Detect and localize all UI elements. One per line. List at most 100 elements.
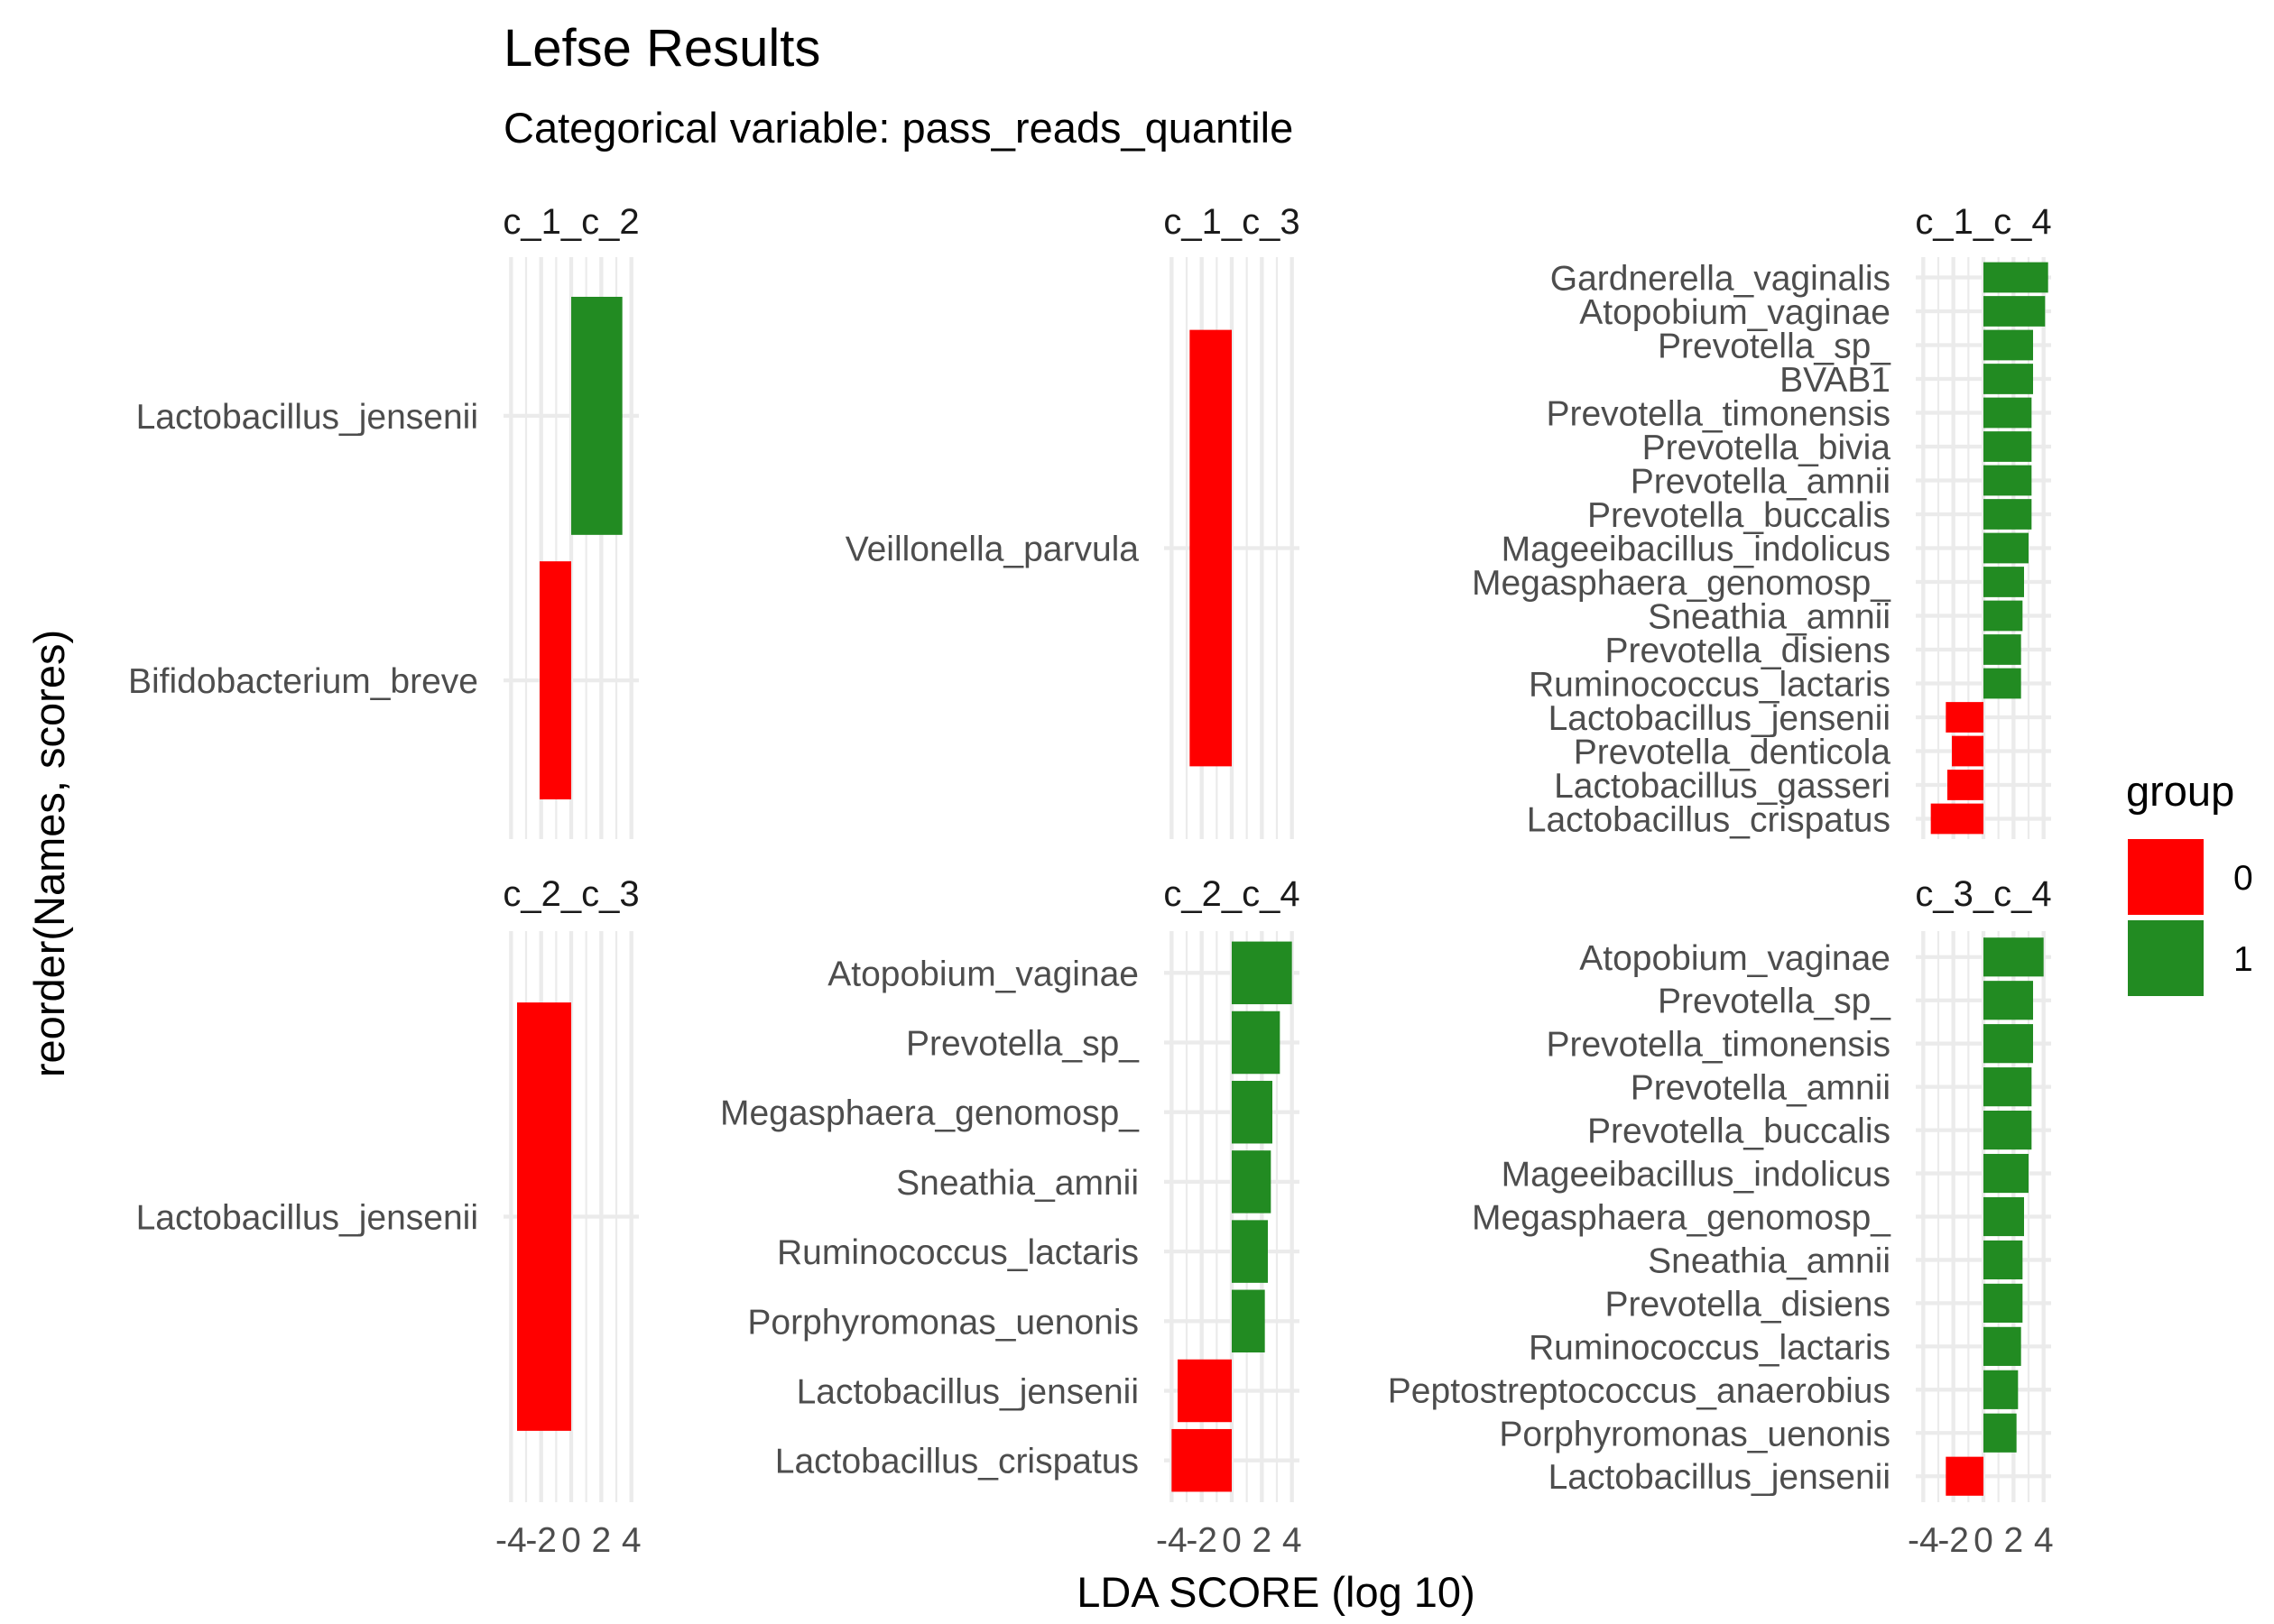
facet-panel: c_3_c_4 Atopobium_vaginae Prevotella_sp_ Pr… xyxy=(1388,874,2054,1560)
bar-prevotella-buccalis xyxy=(1983,499,2032,530)
y-tick-label: Prevotella_bivia xyxy=(1642,429,1891,467)
bar-prevotella-amnii xyxy=(1983,1067,2032,1107)
y-tick-label: Lactobacillus_jensenii xyxy=(797,1372,1139,1411)
legend: group 0 1 xyxy=(2126,767,2253,996)
y-tick-label: Prevotella_buccalis xyxy=(1587,496,1890,535)
x-tick-label: 0 xyxy=(1974,1521,1993,1560)
y-tick-label: Lactobacillus_crispatus xyxy=(1527,801,1890,840)
bar-lactobacillus-jensenii xyxy=(1178,1359,1232,1423)
legend-key xyxy=(2128,839,2204,915)
bar-prevotella-amnii xyxy=(1983,465,2032,496)
y-tick-label: Sneathia_amnii xyxy=(896,1164,1139,1203)
y-tick-label: Lactobacillus_jensenii xyxy=(136,398,478,437)
facet-strip-label: c_1_c_3 xyxy=(1163,202,1299,242)
x-tick-label: 0 xyxy=(561,1521,581,1560)
legend-label: 1 xyxy=(2233,940,2253,979)
x-tick-label: -2 xyxy=(525,1521,557,1560)
chart-subtitle: Categorical variable: pass_reads_quantil… xyxy=(504,104,1293,152)
y-tick-label: Porphyromonas_uenonis xyxy=(1499,1415,1890,1453)
facet-strip-label: c_2_c_3 xyxy=(503,874,639,914)
facet-panel: c_1_c_4 Gardnerella_vaginalisAtopobium_va… xyxy=(1472,202,2051,840)
bar-prevotella-timonensis xyxy=(1983,397,2032,429)
bar-lactobacillus-crispatus xyxy=(1171,1428,1232,1492)
bar-lactobacillus-gasseri xyxy=(1947,770,1983,800)
y-tick-label: Prevotella_amnii xyxy=(1631,463,1890,502)
x-tick-label: -4 xyxy=(1156,1521,1188,1560)
bar-atopobium-vaginae xyxy=(1983,296,2046,327)
bar-atopobium-vaginae xyxy=(1232,941,1292,1005)
legend-label: 0 xyxy=(2233,859,2253,898)
y-tick-label: Lactobacillus_crispatus xyxy=(775,1443,1139,1481)
y-tick-label: BVAB1 xyxy=(1779,361,1890,400)
y-tick-label: Prevotella_sp_ xyxy=(1658,983,1891,1021)
y-tick-label: Atopobium_vaginae xyxy=(1579,939,1890,978)
bar-ruminococcus-lactaris xyxy=(1983,668,2021,699)
facet-panel: c_1_c_3 Veillonella_parvula xyxy=(846,202,1299,839)
x-tick-label: 4 xyxy=(2034,1521,2054,1560)
facet-panel: c_2_c_4 Atopobium_vaginae Prevotella_sp_ Me… xyxy=(720,874,1302,1560)
facet-panels: c_1_c_2 Lactobacillus_jensenii Bifidobacte… xyxy=(128,202,2054,1560)
bar-bifidobacterium-breve xyxy=(540,561,571,800)
y-tick-label: Bifidobacterium_breve xyxy=(128,662,478,701)
x-tick-label: 0 xyxy=(1222,1521,1242,1560)
y-tick-label: Sneathia_amnii xyxy=(1648,598,1890,637)
y-tick-label: Atopobium_vaginae xyxy=(827,955,1139,993)
bar-ruminococcus-lactaris xyxy=(1983,1326,2021,1366)
legend-key xyxy=(2128,920,2204,996)
y-tick-label: Gardnerella_vaginalis xyxy=(1550,260,1890,299)
bar-megasphaera-genomosp xyxy=(1983,1196,2024,1237)
bar-megasphaera-genomosp xyxy=(1983,567,2024,597)
bar-lactobacillus-jensenii xyxy=(1946,702,1983,733)
y-tick-label: Megasphaera_genomosp_ xyxy=(1472,1199,1891,1238)
y-tick-label: Lactobacillus_jensenii xyxy=(1548,699,1890,738)
bar-atopobium-vaginae xyxy=(1983,937,2044,977)
y-tick-label: Veillonella_parvula xyxy=(846,531,1140,569)
y-tick-label: Prevotella_amnii xyxy=(1631,1069,1890,1108)
bar-sneathia-amnii xyxy=(1232,1150,1271,1213)
bar-bvab1 xyxy=(1983,364,2033,394)
bar-prevotella-sp xyxy=(1983,329,2033,361)
x-tick-label: 4 xyxy=(1282,1521,1302,1560)
y-tick-label: Prevotella_timonensis xyxy=(1546,395,1890,434)
bar-lactobacillus-jensenii xyxy=(517,1002,571,1431)
y-tick-label: Lactobacillus_jensenii xyxy=(1548,1458,1890,1497)
y-tick-label: Lactobacillus_gasseri xyxy=(1554,767,1890,806)
bar-prevotella-buccalis xyxy=(1983,1111,2032,1150)
bar-mageeibacillus-indolicus xyxy=(1983,1153,2029,1194)
y-tick-label: Mageeibacillus_indolicus xyxy=(1502,531,1890,569)
bar-prevotella-disiens xyxy=(1983,1283,2023,1323)
bar-prevotella-sp xyxy=(1983,981,2033,1020)
y-tick-label: Prevotella_sp_ xyxy=(1658,328,1891,366)
bar-mageeibacillus-indolicus xyxy=(1983,532,2029,564)
y-axis-title: reorder(Names, scores) xyxy=(25,630,73,1077)
y-tick-label: Prevotella_disiens xyxy=(1604,1285,1890,1324)
bar-megasphaera-genomosp xyxy=(1232,1080,1272,1144)
y-tick-label: Sneathia_amnii xyxy=(1648,1241,1890,1280)
bar-prevotella-timonensis xyxy=(1983,1024,2033,1064)
bar-gardnerella-vaginalis xyxy=(1983,262,2048,293)
x-tick-label: -4 xyxy=(1908,1521,1939,1560)
bar-prevotella-disiens xyxy=(1983,634,2021,665)
facet-strip-label: c_1_c_2 xyxy=(503,202,639,242)
y-tick-label: Megasphaera_genomosp_ xyxy=(1472,564,1891,603)
y-tick-label: Lactobacillus_jensenii xyxy=(136,1199,478,1238)
legend-title: group xyxy=(2126,767,2234,815)
bar-lactobacillus-jensenii xyxy=(571,296,623,535)
x-tick-label: -4 xyxy=(495,1521,527,1560)
y-tick-label: Atopobium_vaginae xyxy=(1579,293,1890,332)
y-tick-label: Megasphaera_genomosp_ xyxy=(720,1094,1140,1133)
y-tick-label: Prevotella_denticola xyxy=(1574,734,1891,772)
x-axis-title: LDA SCORE (log 10) xyxy=(1077,1568,1474,1616)
bar-veillonella-parvula xyxy=(1189,329,1232,767)
x-tick-label: -2 xyxy=(1937,1521,1969,1560)
y-tick-label: Prevotella_sp_ xyxy=(906,1025,1140,1064)
bar-lactobacillus-jensenii xyxy=(1946,1456,1983,1496)
y-tick-label: Prevotella_buccalis xyxy=(1587,1112,1890,1151)
y-tick-label: Prevotella_disiens xyxy=(1604,632,1890,670)
y-tick-label: Ruminococcus_lactaris xyxy=(1529,1328,1890,1367)
y-tick-label: Porphyromonas_uenonis xyxy=(747,1303,1139,1342)
chart-title: Lefse Results xyxy=(504,19,820,78)
y-tick-label: Prevotella_timonensis xyxy=(1546,1026,1890,1065)
bar-porphyromonas-uenonis xyxy=(1232,1289,1265,1353)
